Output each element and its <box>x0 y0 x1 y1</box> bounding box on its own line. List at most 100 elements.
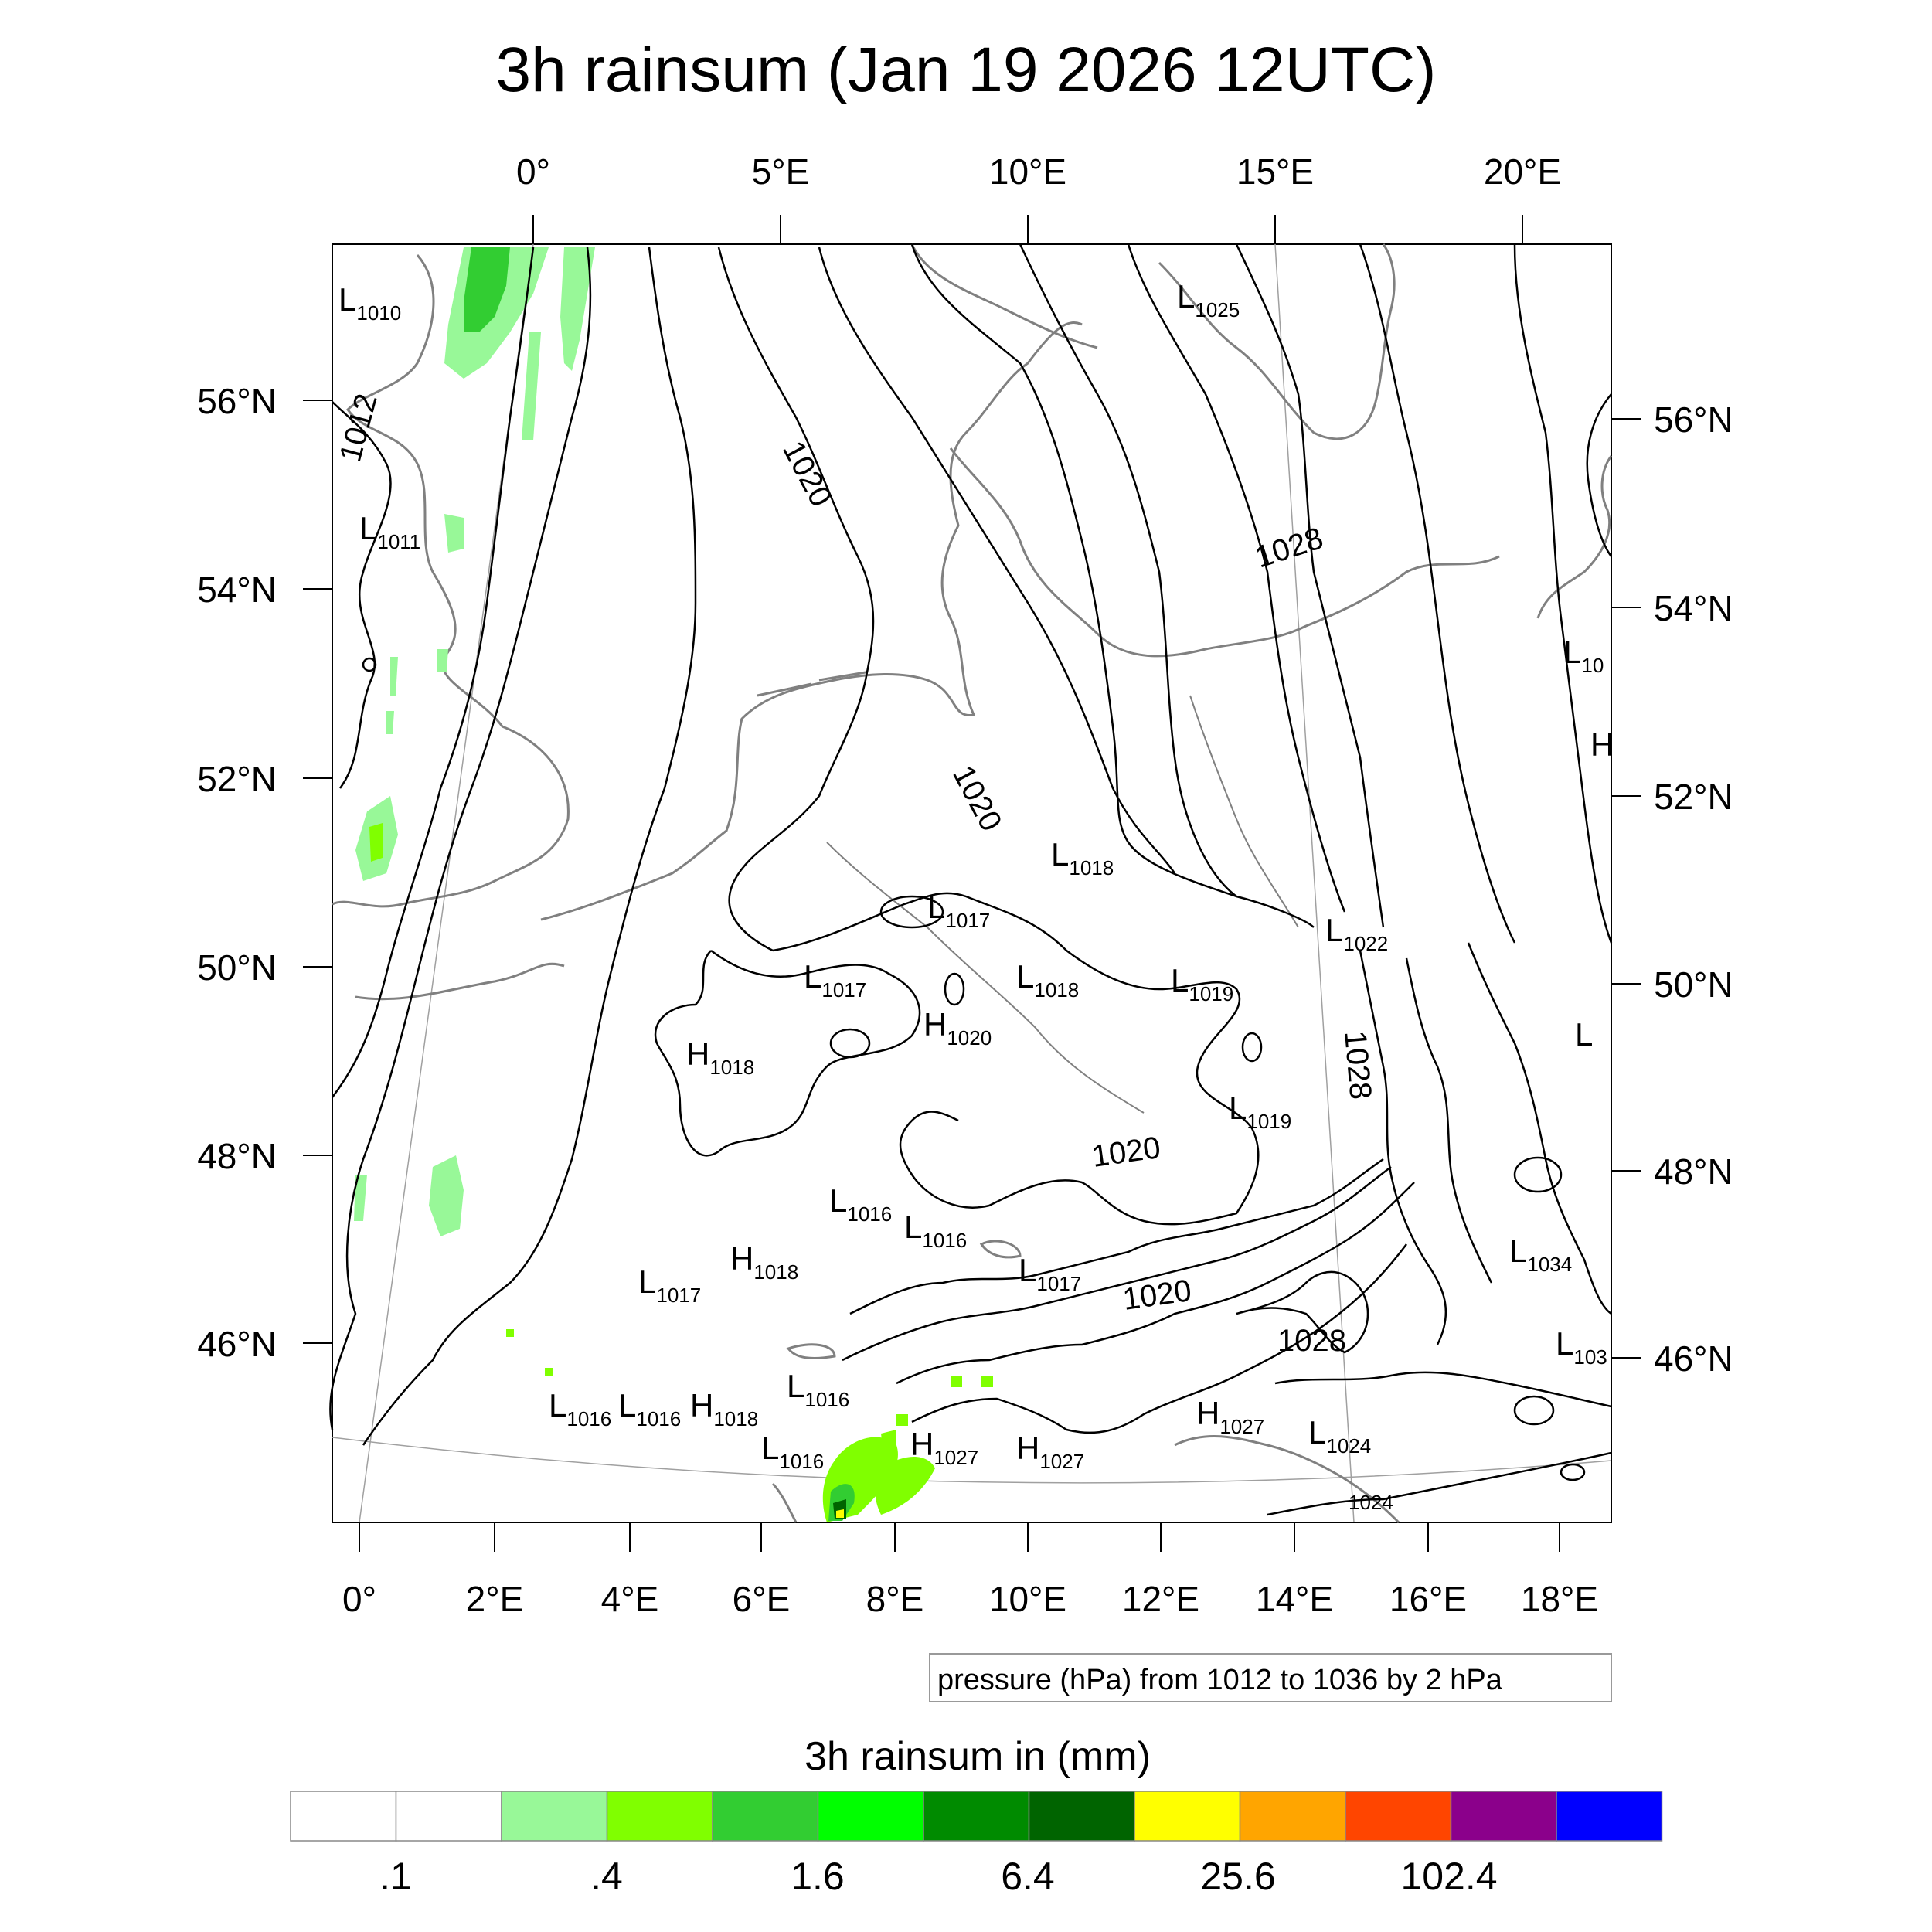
colorbar-label: 102.4 <box>1400 1855 1497 1898</box>
map-frame <box>332 243 1612 1523</box>
coastline-corsica <box>771 1482 798 1523</box>
colorbar-swatch <box>817 1791 924 1842</box>
bottom-axis-labels: 0° 2°E 4°E 6°E 8°E 10°E 12°E 14°E 16°E 1… <box>342 1579 1598 1619</box>
pressure-center: L1011 <box>359 510 420 553</box>
coastline-britain-south <box>355 962 565 1001</box>
contour-info-box: pressure (hPa) from 1012 to 1036 by 2 hP… <box>929 1653 1612 1702</box>
bottom-tick-label: 8°E <box>866 1579 924 1619</box>
right-tick-label: 52°N <box>1654 777 1733 817</box>
pressure-center: H1027 <box>1196 1395 1264 1438</box>
colorbar-swatch <box>606 1791 713 1842</box>
pressure-center: L1016 <box>787 1368 849 1411</box>
bottom-tick-label: 2°E <box>466 1579 524 1619</box>
isobar-closed-1 <box>879 895 944 929</box>
colorbar-swatch <box>1239 1791 1346 1842</box>
top-tick-label: 15°E <box>1236 151 1314 192</box>
isobar-1022-south <box>842 1166 1392 1362</box>
isobar-1018 <box>717 247 875 952</box>
pressure-center: L1019 <box>1171 962 1233 1005</box>
precipitation-shading <box>354 247 993 1522</box>
colorbar-swatch <box>1134 1791 1241 1842</box>
pressure-center: L1016 <box>761 1430 824 1473</box>
right-tick-label: 50°N <box>1654 964 1733 1005</box>
coastline-denmark <box>949 447 1500 658</box>
isobar-1028 <box>1235 243 1385 928</box>
coastline-adriatic <box>1174 1434 1400 1524</box>
bottom-tick-label: 6°E <box>733 1579 791 1619</box>
rain-cell-south-small <box>506 1329 553 1376</box>
colorbar-swatch <box>1556 1791 1663 1842</box>
pressure-center: L <box>1575 1016 1593 1053</box>
coastlines <box>332 243 1613 1524</box>
isobar-label: 1028 <box>1338 1029 1378 1100</box>
colorbar-swatch <box>923 1791 1030 1842</box>
left-tick-label: 48°N <box>197 1136 277 1176</box>
isobar-1024 <box>1019 243 1237 897</box>
right-tick-label: 54°N <box>1654 588 1733 628</box>
pressure-center-labels: L1010 L1011 L1025 L1018 L1017 L1017 L101… <box>338 278 1614 1514</box>
rain-cell-west-1 <box>444 514 464 553</box>
bottom-tick-label: 10°E <box>989 1579 1066 1619</box>
top-tick-label: 20°E <box>1484 151 1561 192</box>
pressure-center: L103 <box>1556 1325 1607 1369</box>
pressure-center: L1016 <box>829 1182 892 1226</box>
left-tick-label: 56°N <box>197 381 277 421</box>
colorbar-labels: .1 .4 1.6 6.4 25.6 102.4 <box>379 1855 1497 1898</box>
isobar-1012-west <box>332 401 392 789</box>
right-tick-label: 56°N <box>1654 400 1733 440</box>
pressure-center: H1018 <box>686 1036 754 1079</box>
isobar-1018-central <box>654 949 921 1157</box>
top-tick-label: 5°E <box>752 151 810 192</box>
isobar-closed-7 <box>1560 1463 1586 1481</box>
colorbar-swatch <box>1450 1791 1557 1842</box>
isobar-1020-north <box>818 247 1176 874</box>
pressure-center: L1025 <box>1177 278 1240 321</box>
pressure-center: L1016 <box>549 1387 611 1430</box>
map-title: 3h rainsum (Jan 19 2026 12UTC) <box>496 35 1437 105</box>
isobars <box>329 243 1613 1516</box>
colorbar-swatch <box>1028 1791 1135 1842</box>
pressure-center: H1018 <box>690 1387 758 1430</box>
isobar-1026-south <box>911 1243 1407 1434</box>
right-tick-label: 46°N <box>1654 1338 1733 1379</box>
colorbar-swatch <box>395 1791 502 1842</box>
isobar-closed-4 <box>1241 1032 1263 1063</box>
colorbar-label: 25.6 <box>1200 1855 1275 1898</box>
pressure-center: L1018 <box>1051 836 1114 879</box>
isobar-closed-3 <box>944 972 965 1006</box>
isobar-1012 <box>331 247 535 1098</box>
isobar-1022 <box>910 243 1315 928</box>
contour-info-text: pressure (hPa) from 1012 to 1036 by 2 hP… <box>937 1664 1503 1696</box>
isobar-closed-8 <box>362 657 377 672</box>
bottom-tick-label: 18°E <box>1521 1579 1598 1619</box>
pressure-center: H1020 <box>923 1006 992 1049</box>
isobar-1034-east <box>1586 393 1613 557</box>
meridian-15E <box>1274 243 1355 1523</box>
isobar-adriatic-2 <box>1267 1451 1612 1516</box>
lake-constance <box>979 1240 1022 1259</box>
rain-cell-north-3 <box>522 332 541 440</box>
left-tick-label: 54°N <box>197 570 277 610</box>
coastline-baltic-east <box>1536 455 1613 619</box>
pressure-center: H1027 <box>1016 1430 1084 1473</box>
isobar-1028-south <box>1236 1270 1369 1354</box>
rain-cell-alps-2 <box>875 1457 935 1515</box>
pressure-center: L1017 <box>1019 1252 1081 1295</box>
rain-cell-small-1 <box>386 649 448 734</box>
pressure-center: L1017 <box>638 1264 701 1307</box>
left-tick-label: 46°N <box>197 1324 277 1364</box>
bottom-tick-label: 0° <box>342 1579 376 1619</box>
pressure-center: H1027 <box>910 1426 978 1469</box>
pressure-center: L1019 <box>1229 1090 1291 1133</box>
islands-frisian <box>757 671 866 697</box>
isobar-1026 <box>1127 243 1346 913</box>
rain-cell-west-4 <box>354 1175 367 1221</box>
pressure-center: H1018 <box>730 1240 798 1284</box>
rain-cell-alps-1-max <box>836 1509 844 1518</box>
pressure-center: L1010 <box>338 281 401 325</box>
isobar-1030-southeast <box>1405 957 1493 1284</box>
isobar-1030 <box>1359 243 1516 944</box>
colorbar-swatch <box>1345 1791 1452 1842</box>
right-tick-label: 48°N <box>1654 1151 1733 1192</box>
bottom-tick-label: 4°E <box>601 1579 659 1619</box>
